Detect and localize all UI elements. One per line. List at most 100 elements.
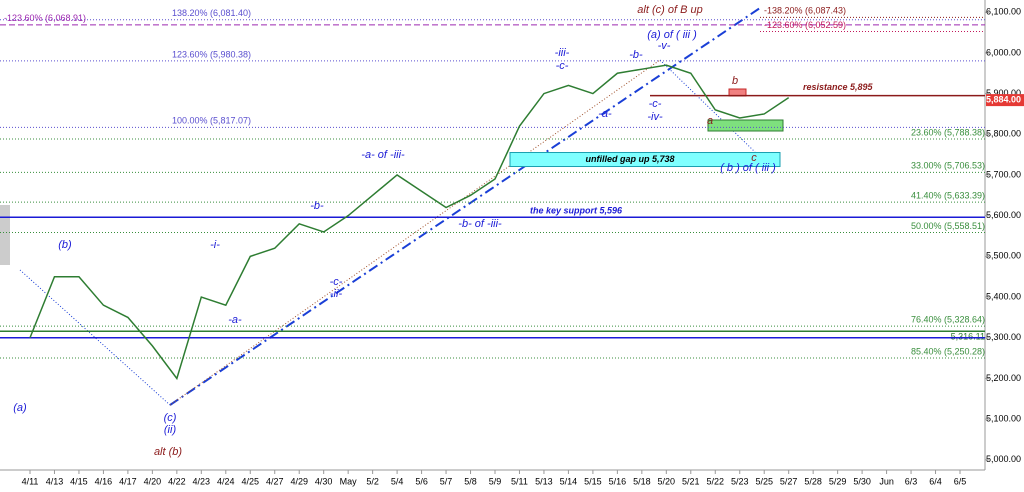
wave-label: -c-	[556, 60, 569, 72]
wave-label: -v-	[658, 40, 671, 52]
x-tick-label: 5/28	[804, 476, 822, 486]
gap-label: unfilled gap up 5,738	[585, 154, 674, 164]
price-line	[29, 64, 790, 381]
price-tag-label: 5,884.00	[986, 94, 1021, 104]
level-label: 138.20% (6,081.40)	[172, 8, 251, 18]
wave-label: -a-	[228, 314, 242, 326]
x-tick-label: 5/27	[780, 476, 798, 486]
y-tick-label: 5,900.00	[986, 88, 1021, 98]
wave-label: -b-	[310, 200, 324, 212]
x-tick-label: 4/23	[193, 476, 211, 486]
x-tick-label: 6/5	[954, 476, 967, 486]
x-tick-label: 5/14	[560, 476, 578, 486]
wave-label: (ii)	[164, 424, 177, 436]
y-tick-label: 5,300.00	[986, 332, 1021, 342]
x-tick-label: 5/9	[489, 476, 502, 486]
wave-label: -iv-	[647, 111, 663, 123]
y-tick-label: 5,600.00	[986, 210, 1021, 220]
level-label: -123.60% (6,052.59)	[764, 20, 846, 30]
wave-label: (c)	[164, 412, 177, 424]
x-tick-label: 5/30	[853, 476, 871, 486]
wave-label: b	[732, 75, 738, 87]
x-tick-label: 5/20	[658, 476, 676, 486]
x-tick-label: 5/18	[633, 476, 651, 486]
y-tick-label: 6,000.00	[986, 47, 1021, 57]
x-tick-label: 4/17	[119, 476, 137, 486]
wave-label: c	[751, 152, 757, 164]
level-label: 23.60% (5,788.38)	[911, 127, 985, 137]
y-tick-label: 5,000.00	[986, 454, 1021, 464]
logo-tab	[0, 205, 10, 265]
x-tick-label: May	[340, 476, 358, 486]
level-label: 41.40% (5,633.39)	[911, 190, 985, 200]
y-tick-label: 5,800.00	[986, 129, 1021, 139]
y-tick-label: 5,700.00	[986, 169, 1021, 179]
x-tick-label: 4/25	[241, 476, 259, 486]
key-line-label: resistance 5,895	[803, 82, 874, 92]
x-tick-label: 4/11	[22, 476, 39, 486]
x-tick-label: 4/16	[95, 476, 113, 486]
wave-label: a	[707, 115, 713, 127]
wave-label: alt (c) of B up	[637, 4, 702, 16]
level-label: 5,316.11	[951, 332, 985, 342]
x-tick-label: 5/2	[366, 476, 379, 486]
wave-label: -b-	[629, 49, 643, 61]
y-tick-label: 6,100.00	[986, 7, 1021, 17]
x-tick-label: 5/7	[440, 476, 453, 486]
wave-label: -i-	[210, 239, 220, 251]
wave-label: -ii-	[330, 288, 343, 300]
x-tick-label: 4/22	[168, 476, 186, 486]
trend-line	[169, 59, 661, 406]
level-label: 123.60% (5,980.38)	[172, 49, 251, 59]
x-tick-label: Jun	[879, 476, 894, 486]
x-tick-label: 6/3	[905, 476, 918, 486]
x-tick-label: 4/30	[315, 476, 333, 486]
wave-label: -iii-	[555, 47, 570, 59]
level-label: 50.00% (5,558.51)	[911, 221, 985, 231]
x-tick-label: 5/23	[731, 476, 749, 486]
x-tick-label: 4/15	[70, 476, 88, 486]
y-tick-label: 5,500.00	[986, 251, 1021, 261]
level-label: 100.00% (5,817.07)	[172, 116, 251, 126]
wave-label: alt (b)	[154, 446, 182, 458]
x-tick-label: 5/8	[464, 476, 477, 486]
x-tick-label: 5/11	[511, 476, 528, 486]
y-tick-label: 5,400.00	[986, 291, 1021, 301]
trend-line	[659, 59, 756, 153]
wave-label: -c-	[649, 98, 662, 110]
x-tick-label: 5/13	[535, 476, 553, 486]
level-label: -123.60% (6,068.91)	[4, 13, 86, 23]
wave-label: (b)	[58, 239, 72, 251]
wave-label: (a)	[13, 402, 27, 414]
x-tick-label: 5/4	[391, 476, 404, 486]
wave-label: ( b ) of ( iii )	[720, 162, 776, 174]
price-tag	[986, 94, 1024, 107]
x-tick-label: 5/29	[829, 476, 847, 486]
x-tick-label: 5/15	[584, 476, 602, 486]
x-tick-label: 4/27	[266, 476, 284, 486]
level-label: -138.20% (6,087.43)	[764, 6, 846, 16]
wave-label: -a- of -iii-	[361, 149, 405, 161]
wave-label: (a) of ( iii )	[647, 29, 697, 41]
x-tick-label: 5/25	[755, 476, 773, 486]
level-label: 33.00% (5,706.53)	[911, 161, 985, 171]
x-tick-label: 4/24	[217, 476, 235, 486]
wave-label: -b- of -iii-	[458, 218, 502, 230]
y-tick-label: 5,200.00	[986, 373, 1021, 383]
trend-line	[169, 7, 761, 406]
x-tick-label: 5/22	[706, 476, 724, 486]
wave-label: -c-	[330, 276, 343, 288]
x-tick-label: 5/16	[609, 476, 627, 486]
x-tick-label: 5/21	[682, 476, 700, 486]
x-tick-label: 4/29	[290, 476, 308, 486]
level-label: 76.40% (5,328.64)	[911, 314, 985, 324]
x-tick-label: 4/20	[144, 476, 162, 486]
key-line-label: the key support 5,596	[530, 206, 623, 216]
demand-box	[707, 119, 784, 132]
y-tick-label: 5,100.00	[986, 414, 1021, 424]
trend-line	[19, 269, 171, 406]
wave-label: -a-	[598, 108, 612, 120]
x-tick-label: 6/4	[929, 476, 942, 486]
